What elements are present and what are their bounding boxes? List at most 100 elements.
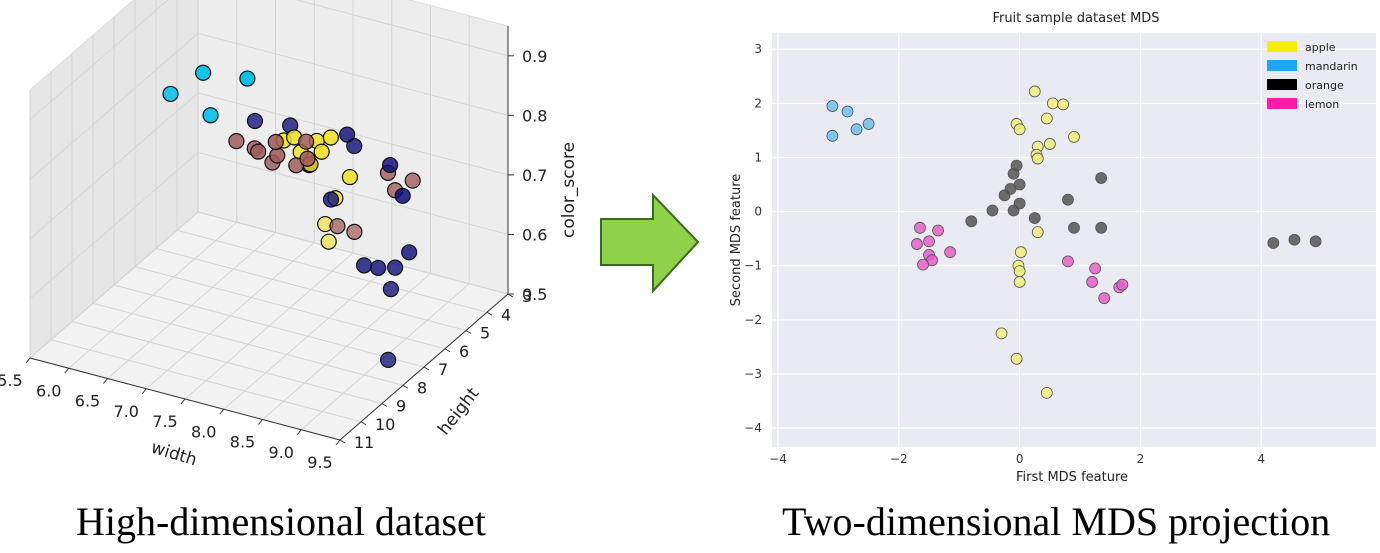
data-point: [1010, 352, 1023, 365]
data-point: [1007, 204, 1020, 217]
z-tick-label: 0.6: [522, 225, 547, 244]
y-tick-label: 10: [375, 415, 395, 434]
data-point: [1043, 138, 1056, 150]
grid-line: [155, 248, 467, 331]
y-tick: [444, 348, 451, 353]
grid-line: [134, 266, 446, 350]
x-tick-label: 4: [1257, 452, 1265, 466]
grid-line: [176, 229, 488, 313]
data-point: [826, 100, 839, 112]
y-tick-label: 2: [754, 96, 762, 110]
x-axis-label: width: [149, 438, 200, 471]
x-tick: [258, 419, 263, 425]
grid-line: [113, 284, 425, 368]
data-point: [299, 150, 316, 167]
legend-label: orange: [1305, 79, 1344, 92]
data-point: [923, 235, 935, 248]
grid-line: [197, 151, 509, 235]
z-tick-label: 0.9: [522, 47, 547, 66]
x-tick-label: 9.0: [269, 443, 294, 462]
y-tick-label: 4: [501, 305, 511, 324]
legend-label: apple: [1305, 41, 1336, 54]
y-tick-label: 3: [754, 42, 762, 56]
y-tick-label: 5: [480, 324, 490, 343]
axis-ticks: −4 −2 0 2 4 −4 −3 −2 −1 0 1 2 3: [744, 42, 1265, 466]
data-point: [228, 133, 245, 150]
data-point: [1028, 212, 1041, 224]
x-tick: [335, 439, 341, 446]
data-point: [162, 85, 179, 103]
data-point: [1062, 255, 1074, 268]
data-point: [322, 129, 339, 146]
z-tick-label: 0.8: [522, 106, 547, 125]
grid-line: [50, 339, 362, 423]
data-point: [195, 64, 212, 81]
data-point: [382, 156, 399, 174]
data-point: [1267, 237, 1280, 249]
data-point: [250, 143, 267, 160]
data-point: [826, 129, 839, 142]
data-point: [329, 218, 346, 235]
y-tick-label: 3: [522, 287, 532, 306]
data-point: [239, 70, 256, 87]
legend-swatch: [1267, 79, 1297, 90]
data-point: [1007, 167, 1020, 180]
grid-line: [29, 152, 199, 299]
grid-line: [295, 0, 509, 57]
y-tick-label: −1: [744, 259, 762, 273]
data-point: [339, 126, 356, 143]
data-point: [267, 133, 284, 151]
data-point: [1046, 97, 1059, 110]
x-tick: [180, 398, 186, 405]
data-point: [932, 224, 945, 237]
grid-line: [197, 211, 509, 295]
y-tick-label: 8: [417, 378, 427, 397]
y-axis-label: Second MDS feature: [729, 174, 744, 307]
data-point: [1062, 193, 1074, 206]
x-tick-label: −4: [769, 452, 787, 466]
data-point: [998, 189, 1011, 202]
data-point: [246, 112, 264, 130]
data-point: [1086, 276, 1099, 288]
data-point: [965, 215, 978, 228]
data-point: [387, 259, 404, 276]
data-point: [202, 107, 219, 124]
data-point: [298, 133, 315, 150]
y-tick-label: 9: [396, 397, 406, 416]
grid-line: [92, 302, 404, 386]
data-point: [346, 137, 363, 155]
data-point: [1013, 123, 1026, 136]
y-tick-label: 11: [354, 433, 374, 452]
grid-line: [71, 321, 383, 404]
data-point: [1116, 278, 1129, 291]
z-tick-label: 0.5: [522, 285, 547, 304]
data-point: [1040, 112, 1053, 125]
data-point: [862, 118, 875, 130]
data-point: [1095, 172, 1108, 184]
x-tick-label: −2: [890, 452, 908, 466]
x-tick-label: 2: [1137, 452, 1145, 466]
data-point: [1057, 98, 1070, 111]
legend-swatch: [1267, 98, 1297, 109]
data-point: [1013, 276, 1026, 288]
grid-line: [197, 32, 509, 116]
data-point: [341, 168, 358, 186]
legend-label: mandarin: [1305, 60, 1358, 73]
x-tick: [103, 378, 108, 384]
data-point: [1013, 265, 1026, 278]
data-point: [382, 281, 399, 298]
x-tick-label: 8.5: [230, 433, 255, 452]
data-point: [1095, 221, 1108, 234]
chart-title: Fruit sample dataset MDS: [992, 11, 1159, 26]
data-point: [320, 233, 337, 250]
grid-lines: [772, 33, 1376, 447]
legend-swatch: [1267, 41, 1297, 52]
x-tick-label: 8.0: [191, 422, 216, 441]
y-tick: [486, 311, 493, 316]
y-tick-label: 1: [754, 150, 762, 164]
data-point: [1014, 246, 1027, 259]
z-tick-label: 0.7: [522, 166, 547, 185]
legend: apple mandarin orange lemon: [1267, 41, 1358, 111]
